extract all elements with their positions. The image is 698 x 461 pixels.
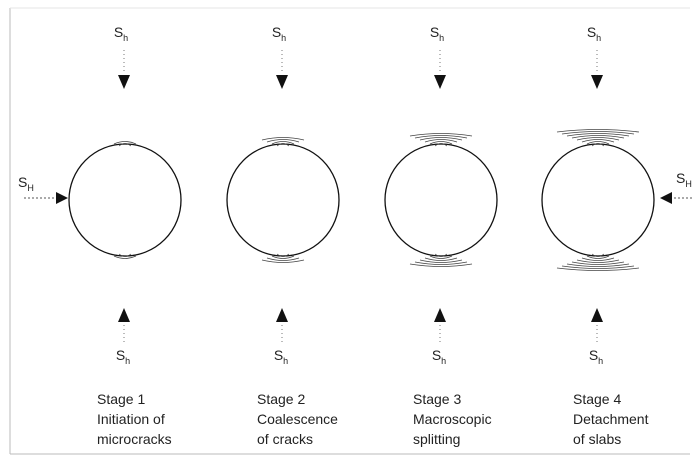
stress-symbol: S [114, 24, 123, 40]
stress-symbol: S [430, 24, 439, 40]
stress-subscript: h [441, 356, 446, 366]
stress-symbol: S [272, 24, 281, 40]
stage-description: Coalescence [257, 411, 338, 427]
stress-symbol: S [116, 347, 125, 363]
stage-description: Initiation of [97, 411, 165, 427]
stage-name: Stage 3 [413, 391, 461, 407]
stage-description: Detachment [573, 411, 649, 427]
stage-description: of slabs [573, 431, 621, 447]
stage-description: microcracks [97, 431, 172, 447]
stage-description: Macroscopic [413, 411, 492, 427]
stress-subscript: h [598, 356, 603, 366]
stage-name: Stage 2 [257, 391, 305, 407]
stress-subscript: h [281, 33, 286, 43]
stage-description: of cracks [257, 431, 313, 447]
stage-name: Stage 4 [573, 391, 621, 407]
stress-subscript: h [123, 33, 128, 43]
stress-subscript: h [125, 356, 130, 366]
stress-subscript: h [596, 33, 601, 43]
diagram: SH SH ShShStage 1Initiation ofmicrocrack… [0, 0, 698, 461]
stress-symbol: S [587, 24, 596, 40]
stress-subscript: h [283, 356, 288, 366]
stress-subscript: h [439, 33, 444, 43]
stress-symbol: S [432, 347, 441, 363]
stress-symbol: S [589, 347, 598, 363]
stage-name: Stage 1 [97, 391, 145, 407]
stage-description: splitting [413, 431, 460, 447]
stress-symbol: S [274, 347, 283, 363]
